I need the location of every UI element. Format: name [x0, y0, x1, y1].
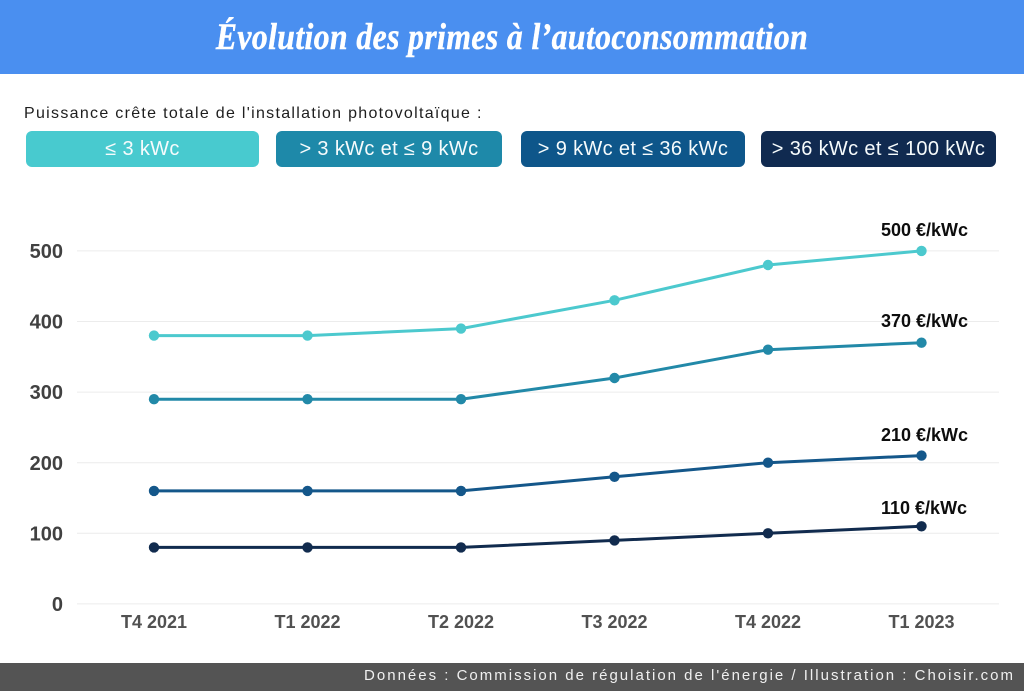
- svg-text:200: 200: [30, 453, 63, 475]
- svg-text:500 €/kWc: 500 €/kWc: [881, 220, 968, 240]
- svg-text:0: 0: [52, 594, 63, 616]
- svg-text:T1 2022: T1 2022: [274, 612, 340, 632]
- svg-text:400: 400: [30, 312, 63, 334]
- svg-text:T2 2022: T2 2022: [428, 612, 494, 632]
- svg-text:T1 2023: T1 2023: [888, 612, 954, 632]
- svg-text:210 €/kWc: 210 €/kWc: [881, 425, 968, 445]
- svg-text:110 €/kWc: 110 €/kWc: [881, 498, 967, 518]
- svg-text:300: 300: [30, 382, 63, 404]
- svg-text:100: 100: [30, 523, 63, 545]
- svg-text:T4 2021: T4 2021: [121, 612, 187, 632]
- svg-text:T3 2022: T3 2022: [581, 612, 647, 632]
- svg-text:500: 500: [30, 241, 63, 263]
- svg-text:T4 2022: T4 2022: [735, 612, 801, 632]
- svg-text:370 €/kWc: 370 €/kWc: [881, 311, 968, 331]
